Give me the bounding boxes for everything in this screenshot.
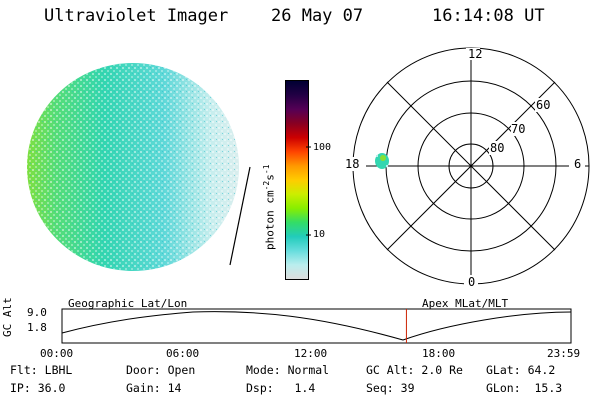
polar-plot: 12 6 0 18 60 70 80: [342, 47, 590, 289]
unit-text: photon cm: [263, 190, 277, 250]
xtick-3: 18:00: [422, 347, 456, 360]
colorbar-tick-100: 100: [313, 142, 332, 153]
colorbar-unit-label: photon cm-2s-1: [262, 164, 277, 250]
door-label: Door:: [126, 363, 161, 377]
unit-exp-1: -2: [262, 180, 271, 191]
gcalt-field: GC Alt: 2.0 Re: [366, 363, 463, 377]
timeline-plot: [61, 308, 572, 344]
ip-field: IP: 36.0: [10, 381, 65, 395]
dsp-value: 1.4: [294, 381, 316, 395]
gcalt-label: GC Alt:: [366, 363, 415, 377]
dsp-field: Dsp: 1.4: [246, 381, 315, 395]
mlt-label-0: 0: [468, 275, 475, 289]
lat-label-60: 60: [536, 98, 550, 112]
mlt-label-18: 18: [345, 157, 359, 171]
seq-field: Seq: 39: [366, 381, 415, 395]
glon-field: GLon: 15.3: [486, 381, 562, 395]
flt-label: Flt:: [10, 363, 38, 377]
mode-value: Normal: [287, 363, 330, 377]
polar-axis-diag2: [386, 81, 556, 251]
gain-value: 14: [167, 381, 182, 395]
xtick-4: 23:59: [547, 347, 581, 360]
instrument-title: Ultraviolet Imager: [44, 6, 229, 26]
timeline-ylabel: GC Alt: [1, 297, 14, 337]
unit-text-s: s: [263, 174, 277, 181]
mlt-label-12: 12: [468, 47, 482, 61]
timeline-left-title: Geographic Lat/Lon: [68, 297, 188, 310]
door-field: Door: Open: [126, 363, 195, 377]
dsp-label: Dsp:: [246, 381, 274, 395]
timeline-ytick-top: 9.0: [27, 306, 47, 319]
timeline-frame: [61, 308, 572, 344]
colorbar: [285, 80, 309, 280]
mode-field: Mode: Normal: [246, 363, 329, 377]
glat-label: GLat:: [486, 363, 521, 377]
date-label: 26 May 07: [271, 6, 364, 26]
earth-image: [27, 63, 251, 271]
glat-field: GLat: 64.2: [486, 363, 555, 377]
ip-label: IP:: [10, 381, 31, 395]
door-value: Open: [167, 363, 196, 377]
unit-exp-2: -1: [262, 164, 271, 175]
lat-label-70: 70: [511, 122, 525, 136]
xtick-0: 00:00: [40, 347, 74, 360]
timeline-right-title: Apex MLat/MLT: [422, 297, 509, 310]
xtick-1: 06:00: [166, 347, 200, 360]
glon-value: 15.3: [534, 381, 563, 395]
timeline-ytick-bottom: 1.8: [27, 321, 47, 334]
xtick-2: 12:00: [294, 347, 328, 360]
ip-value: 36.0: [37, 381, 66, 395]
gcalt-value: 2.0 Re: [421, 363, 463, 377]
gain-label: Gain:: [126, 381, 161, 395]
seq-value: 39: [400, 381, 415, 395]
mode-label: Mode:: [246, 363, 281, 377]
time-label: 16:14:08 UT: [432, 6, 545, 26]
seq-label: Seq:: [366, 381, 394, 395]
glat-value: 64.2: [527, 363, 556, 377]
colorbar-ticks: [306, 146, 311, 236]
lat-label-80: 80: [490, 141, 504, 155]
gain-field: Gain: 14: [126, 381, 181, 395]
flt-field: Flt: LBHL: [10, 363, 72, 377]
limb-line: [229, 166, 251, 266]
flt-value: LBHL: [44, 363, 73, 377]
mlt-label-6: 6: [574, 157, 581, 171]
glon-label: GLon:: [486, 381, 521, 395]
auroral-patch: [375, 153, 389, 169]
altitude-curve: [61, 311, 572, 341]
colorbar-tick-10: 10: [313, 229, 326, 240]
